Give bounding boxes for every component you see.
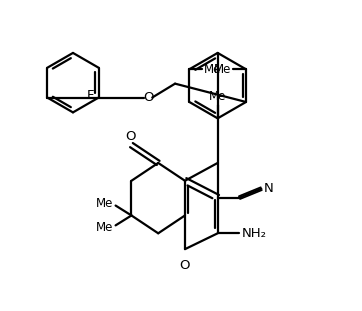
Text: Me: Me — [204, 63, 222, 76]
Text: F: F — [87, 89, 94, 102]
Text: N: N — [263, 182, 273, 195]
Text: O: O — [180, 259, 190, 272]
Text: Me: Me — [96, 197, 114, 210]
Text: Me: Me — [96, 221, 114, 234]
Text: Me: Me — [214, 63, 231, 76]
Text: O: O — [143, 91, 153, 104]
Text: NH₂: NH₂ — [241, 227, 266, 240]
Text: Me: Me — [209, 91, 226, 104]
Text: O: O — [125, 130, 136, 143]
